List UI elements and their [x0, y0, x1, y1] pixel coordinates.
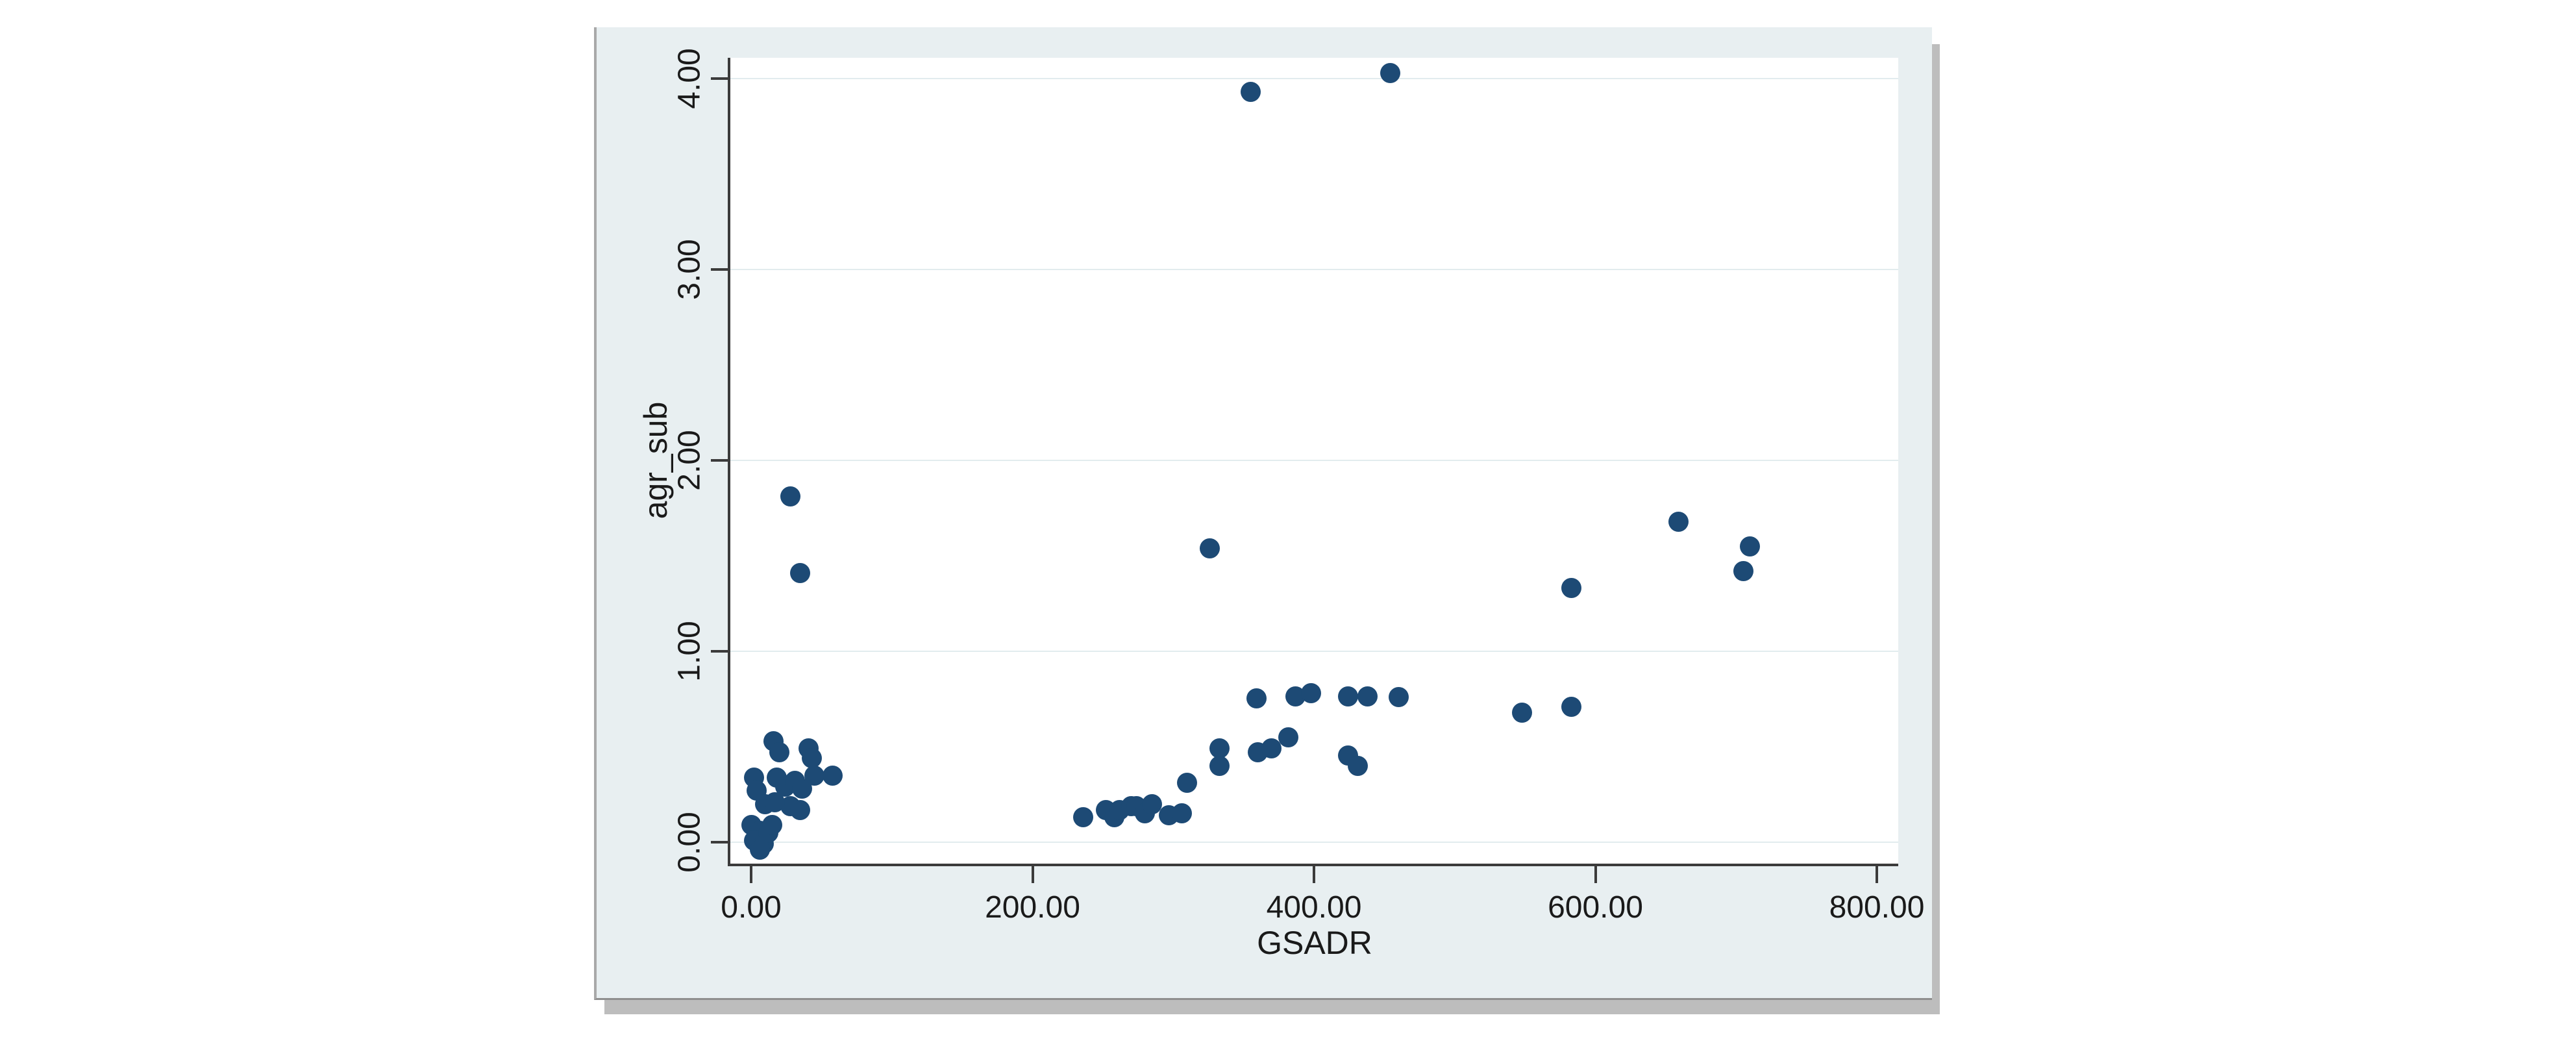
data-point [1177, 773, 1198, 793]
y-tick-label: 4.00 [672, 48, 707, 109]
data-point [790, 799, 811, 820]
stata-graph-window: agr_sub GSADR 0.00 1.00 2.00 3.00 4.00 0.00 20… [594, 27, 1932, 1000]
data-point [1209, 738, 1230, 759]
y-axis-title: agr_sub [638, 401, 674, 519]
y-tick [711, 841, 728, 843]
data-point [1668, 511, 1689, 532]
data-point [823, 765, 843, 786]
data-point [1246, 688, 1267, 708]
data-point [1301, 683, 1322, 704]
x-tick-label: 800.00 [1829, 890, 1925, 925]
x-tick-label: 400.00 [1266, 890, 1362, 925]
y-tick-label: 1.00 [672, 621, 707, 682]
gridline [730, 269, 1898, 270]
data-point [804, 765, 825, 786]
data-point [1240, 82, 1261, 103]
plot-area: agr_sub GSADR 0.00 1.00 2.00 3.00 4.00 0.00 20… [638, 48, 1924, 961]
x-tick [1594, 866, 1597, 883]
gridline [730, 842, 1898, 843]
y-tick-label: 0.00 [672, 812, 707, 873]
data-point [1733, 561, 1753, 582]
data-point [765, 792, 786, 812]
data-point [1388, 687, 1409, 708]
data-point [749, 840, 770, 860]
y-tick [711, 459, 728, 462]
data-point [1337, 686, 1358, 706]
x-tick-label: 600.00 [1548, 890, 1643, 925]
data-point [762, 815, 782, 836]
data-point [801, 748, 822, 769]
x-tick-label: 200.00 [985, 890, 1080, 925]
data-point [1740, 536, 1761, 556]
data-point [780, 486, 801, 507]
data-point [1171, 803, 1192, 824]
y-tick [711, 650, 728, 653]
data-point [1073, 807, 1094, 828]
data-point [1261, 738, 1282, 759]
x-axis-line [728, 864, 1898, 866]
data-point [1209, 755, 1230, 776]
x-tick-label: 0.00 [721, 890, 782, 925]
gridline [730, 460, 1898, 461]
x-tick [1876, 866, 1878, 883]
x-tick [1031, 866, 1034, 883]
data-point [769, 742, 789, 763]
x-tick [1313, 866, 1315, 883]
data-point [1200, 538, 1220, 558]
data-point [1357, 686, 1378, 706]
data-point [1380, 62, 1400, 83]
data-point [1142, 793, 1163, 814]
data-point [1561, 578, 1582, 599]
y-tick-label: 2.00 [672, 430, 707, 491]
data-point [1512, 702, 1533, 723]
data-point [790, 562, 811, 583]
data-point [1561, 696, 1582, 717]
y-axis-line [728, 58, 730, 866]
gridline [730, 78, 1898, 79]
gridline [730, 651, 1898, 652]
x-tick [750, 866, 752, 883]
data-point [1278, 727, 1299, 747]
y-tick-label: 3.00 [672, 239, 707, 300]
y-tick [711, 268, 728, 271]
x-axis-title: GSADR [1257, 925, 1372, 961]
y-tick [711, 77, 728, 80]
data-point [1347, 755, 1368, 776]
